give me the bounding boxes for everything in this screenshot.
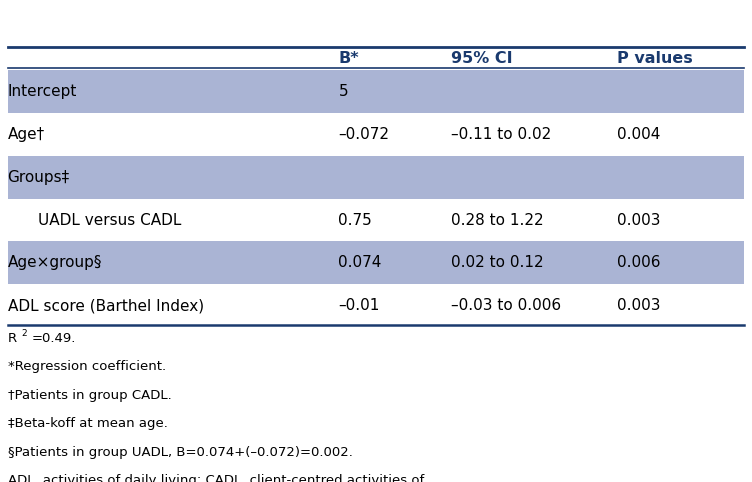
Text: –0.11 to 0.02: –0.11 to 0.02 xyxy=(451,127,551,142)
Text: Intercept: Intercept xyxy=(8,84,77,99)
Text: =0.49.: =0.49. xyxy=(32,332,76,345)
Text: 0.006: 0.006 xyxy=(617,255,660,270)
Text: ADL, activities of daily living; CADL, client-centred activities of: ADL, activities of daily living; CADL, c… xyxy=(8,474,424,482)
Text: UADL versus CADL: UADL versus CADL xyxy=(38,213,181,228)
Text: ‡Beta-koff at mean age.: ‡Beta-koff at mean age. xyxy=(8,417,168,430)
FancyBboxPatch shape xyxy=(8,70,744,113)
FancyBboxPatch shape xyxy=(8,156,744,199)
Text: †Patients in group CADL.: †Patients in group CADL. xyxy=(8,389,171,402)
Text: –0.01: –0.01 xyxy=(338,298,380,313)
Text: Groups‡: Groups‡ xyxy=(8,170,70,185)
Text: Age†: Age† xyxy=(8,127,44,142)
Text: –0.03 to 0.006: –0.03 to 0.006 xyxy=(451,298,561,313)
Text: P values: P values xyxy=(617,51,693,66)
Text: 0.003: 0.003 xyxy=(617,213,660,228)
Text: Age×group§: Age×group§ xyxy=(8,255,102,270)
Text: *Regression coefficient.: *Regression coefficient. xyxy=(8,361,165,374)
FancyBboxPatch shape xyxy=(8,241,744,284)
Text: §Patients in group UADL, B=0.074+(–0.072)=0.002.: §Patients in group UADL, B=0.074+(–0.072… xyxy=(8,446,353,459)
Text: 0.074: 0.074 xyxy=(338,255,382,270)
Text: B*: B* xyxy=(338,51,359,66)
Text: 5: 5 xyxy=(338,84,348,99)
Text: 0.28 to 1.22: 0.28 to 1.22 xyxy=(451,213,544,228)
Text: 2: 2 xyxy=(21,329,26,337)
Text: R: R xyxy=(8,332,17,345)
Text: 0.02 to 0.12: 0.02 to 0.12 xyxy=(451,255,544,270)
Text: 0.003: 0.003 xyxy=(617,298,660,313)
Text: ADL score (Barthel Index): ADL score (Barthel Index) xyxy=(8,298,204,313)
Text: 95% CI: 95% CI xyxy=(451,51,513,66)
Text: –0.072: –0.072 xyxy=(338,127,390,142)
Text: 0.004: 0.004 xyxy=(617,127,660,142)
Text: 0.75: 0.75 xyxy=(338,213,372,228)
